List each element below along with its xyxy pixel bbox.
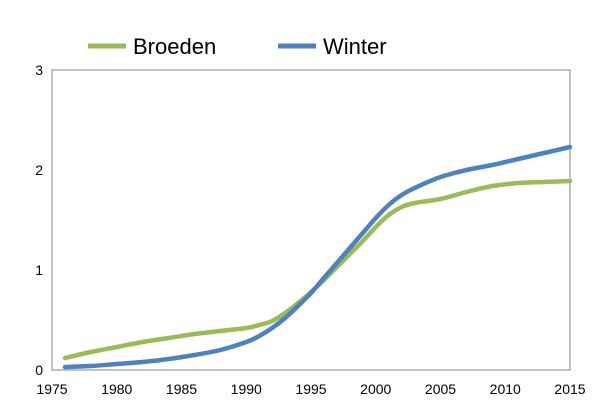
x-tick-label: 1985 [166, 381, 197, 397]
series-line-broeden [62, 178, 573, 361]
series-line-winter [62, 144, 573, 370]
y-tick-label: 3 [35, 62, 43, 78]
x-tick-label: 2010 [490, 381, 521, 397]
legend-label-winter: Winter [323, 34, 387, 59]
x-tick-label: 2000 [360, 381, 391, 397]
y-tick-label: 1 [35, 262, 43, 278]
x-tick-label: 1995 [295, 381, 326, 397]
plot-area [51, 69, 571, 371]
axis-ticks: 1975 1980 1985 1990 1995 2000 2005 2010 2015 0 1 2 3 [35, 62, 586, 397]
x-tick-label: 1975 [36, 381, 67, 397]
x-tick-label: 1990 [231, 381, 262, 397]
x-tick-label: 2005 [425, 381, 456, 397]
series-lines [62, 144, 573, 370]
x-tick-label: 1980 [101, 381, 132, 397]
y-tick-label: 2 [35, 162, 43, 178]
x-tick-label: 2015 [554, 381, 585, 397]
legend: Broeden Winter [88, 34, 387, 59]
y-tick-label: 0 [35, 362, 43, 378]
legend-label-broeden: Broeden [133, 34, 216, 59]
